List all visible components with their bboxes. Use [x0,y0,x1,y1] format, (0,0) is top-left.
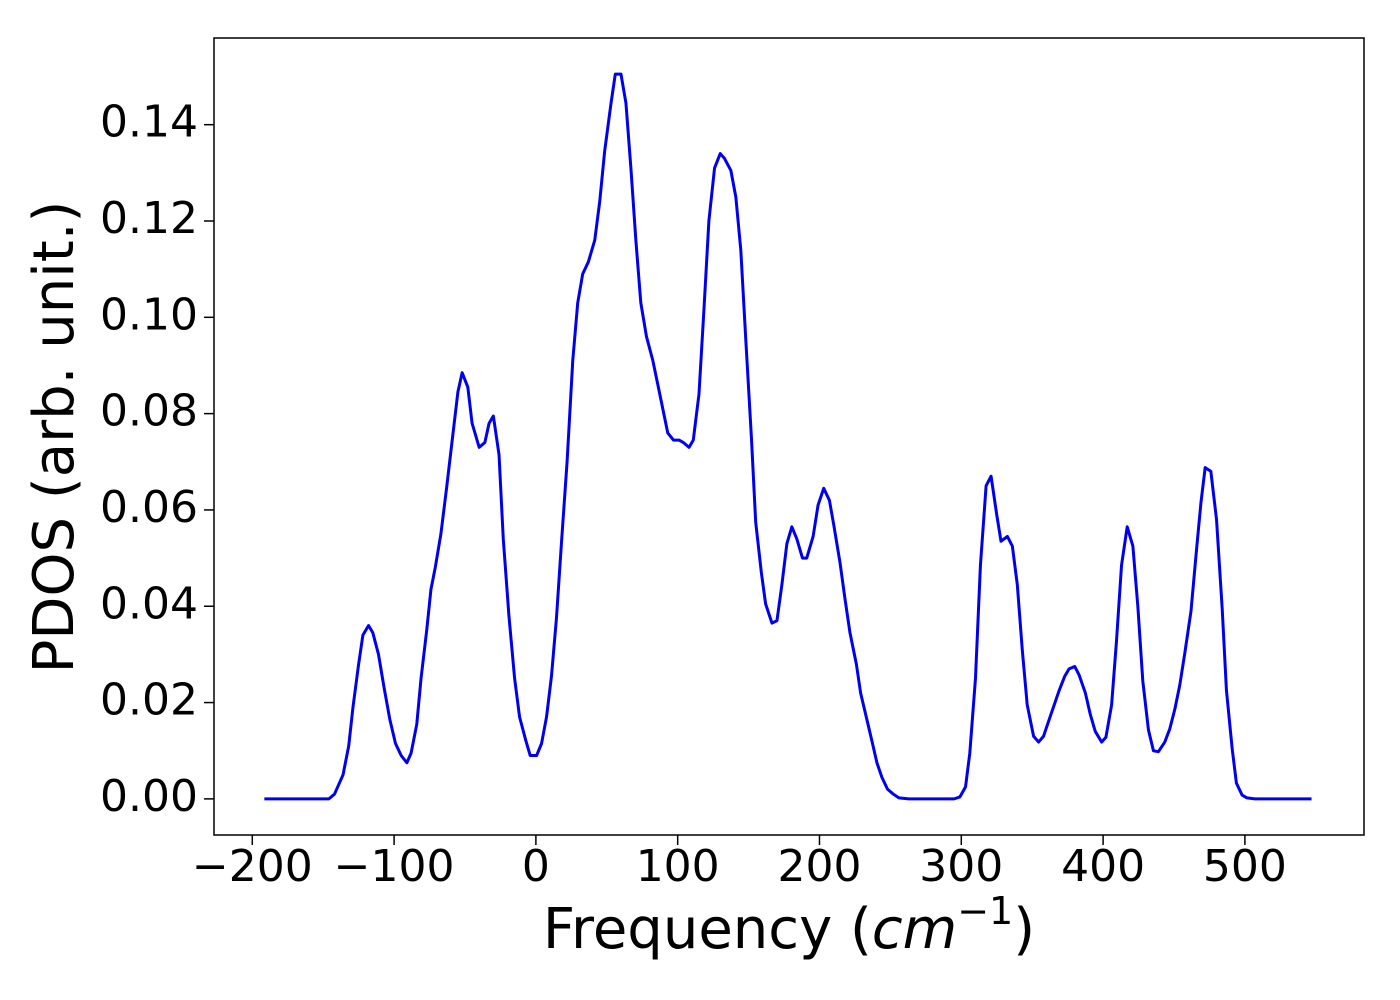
y-tick-label: 0.06 [100,482,198,533]
x-label-sup: −1 [957,889,1013,933]
x-tick-label: −100 [334,841,455,892]
x-tick-label: 500 [1203,841,1287,892]
y-tick-label: 0.10 [100,289,198,340]
y-tick-label: 0.12 [100,193,198,244]
y-tick-label: 0.00 [100,771,198,822]
data-line [264,72,1312,801]
x-tick-label: 300 [919,841,1003,892]
y-tick-label: 0.08 [100,386,198,437]
y-tick-label: 0.14 [100,97,198,148]
x-axis-label: Frequency (cm−1) [543,889,1035,963]
x-tick-label: −200 [192,841,313,892]
y-axis-label: PDOS (arb. unit.) [22,201,87,674]
y-tick-label: 0.02 [100,675,198,726]
x-tick-label: 400 [1061,841,1145,892]
x-tick-label: 0 [522,841,550,892]
y-tick-label: 0.04 [100,578,198,629]
x-label-part: ) [1013,897,1035,962]
x-tick-label: 200 [777,841,861,892]
x-label-part: Frequency ( [543,897,872,962]
x-tick-label: 100 [636,841,720,892]
x-label-math: cm [872,897,957,962]
plot-frame [213,37,1365,836]
